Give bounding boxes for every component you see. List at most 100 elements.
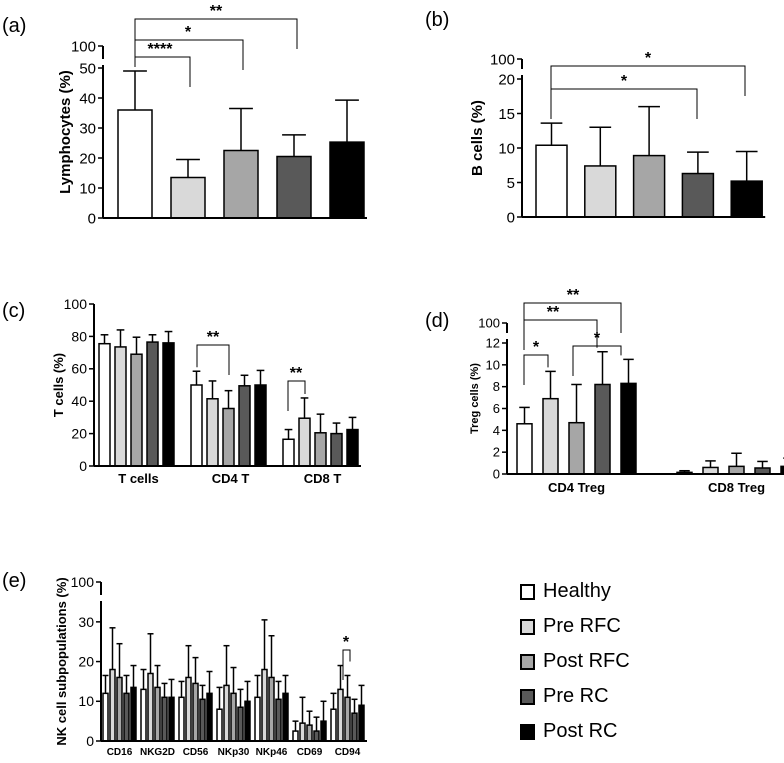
significance-bracket [342,649,351,680]
bar [147,672,154,742]
bar [730,180,763,218]
significance-label: * [343,634,350,651]
y-tick-label: 0 [507,209,515,226]
bar [170,176,206,219]
significance-bracket [134,56,191,87]
significance-bracket [287,380,306,411]
x-group-label: CD4 Treg [548,480,605,495]
significance-label: * [533,339,540,356]
y-tick-label: 6 [493,401,500,416]
bar [222,407,235,467]
significance-label: * [645,50,652,67]
x-group-label: CD16 [107,747,133,758]
y-tick-label: 0 [86,733,94,749]
bar [192,682,199,742]
bar [292,730,299,742]
y-axis-label: Treg cells (%) [469,363,481,434]
significance-bracket [550,88,698,119]
bar [344,696,351,742]
y-tick-label: 40 [79,90,96,107]
panel-label: (d) [425,310,449,332]
bar [199,698,206,742]
legend-swatch [520,688,535,705]
bar [238,385,251,467]
bar [276,155,312,219]
bar [223,149,259,219]
bar [681,172,715,218]
y-tick-label: 20 [79,150,96,167]
y-axis-label: T cells (%) [51,353,66,417]
significance-bracket [572,345,622,376]
significance-bracket [523,319,598,350]
bar [185,676,192,742]
x-group-label: CD69 [297,747,323,758]
bar [282,692,289,742]
y-tick-label: 30 [78,614,94,630]
bar [98,342,111,467]
panel-label: (c) [2,300,25,322]
legend-label: Pre RC [543,685,609,707]
bar [346,428,359,467]
bar [728,465,745,475]
x-group-label: CD8 Treg [708,480,765,495]
y-tick-label: 10 [498,140,515,157]
x-group-label: CD56 [183,747,209,758]
bar [178,696,185,742]
bar [130,686,137,742]
bar [299,722,306,742]
y-tick-label: 10 [79,180,96,197]
bar [230,692,237,742]
significance-label: ** [290,365,303,382]
legend-label: Post RFC [543,650,630,672]
bar [542,397,559,475]
bar [298,417,311,467]
bar [620,382,637,475]
y-tick-label: 40 [71,393,87,409]
significance-label: ** [207,329,220,346]
significance-label: * [621,73,628,90]
y-tick-label: 5 [507,175,515,192]
y-tick-label: 12 [486,336,500,351]
x-group-label: T cells [118,471,158,486]
y-tick-label: 100 [490,51,515,68]
bar [244,700,251,742]
panel-c: (c) 0 20 40 60 80 100 T cells (%) T cells CD4 T CD… [2,296,361,486]
y-tick-label: 2 [493,445,500,460]
bar [358,704,365,742]
bar [109,668,116,742]
bar [568,421,585,475]
y-axis-label: NK cell subpopulations (%) [54,577,69,745]
bar [516,423,533,475]
x-group-label: CD4 T [212,471,250,486]
x-group-label: NKp30 [218,747,250,758]
bar [337,688,344,742]
bar [116,676,123,742]
legend: Healthy Pre RFC Post RFC Pre RC Post RC [520,574,630,749]
bar [632,154,666,218]
bar [154,686,161,742]
y-tick-label: 100 [64,296,88,312]
panel-label: (b) [425,9,449,31]
bar [206,692,213,742]
bar [535,144,568,218]
legend-label: Post RC [543,720,618,742]
bar [117,109,153,219]
significance-bracket [523,302,622,333]
x-group-label: CD8 T [304,471,342,486]
bar [780,465,784,475]
panel-b: (b) 0 5 10 15 20 100 B cells (%) * * [425,9,766,226]
bar [168,696,175,742]
y-tick-label: 10 [486,357,500,372]
significance-bracket [550,65,746,96]
significance-label: * [185,24,192,41]
bar [130,353,143,467]
bar [140,688,147,742]
y-tick-label: 10 [78,693,94,709]
bar [594,383,611,475]
y-tick-label: 30 [79,120,96,137]
significance-bracket [134,18,298,49]
panel-d: (d) 0 2 4 6 8 10 12 100 Treg cells (%) CD4 Treg CD8… [425,287,784,495]
legend-item-post-rc: Post RC [520,714,630,749]
bar [584,165,617,218]
